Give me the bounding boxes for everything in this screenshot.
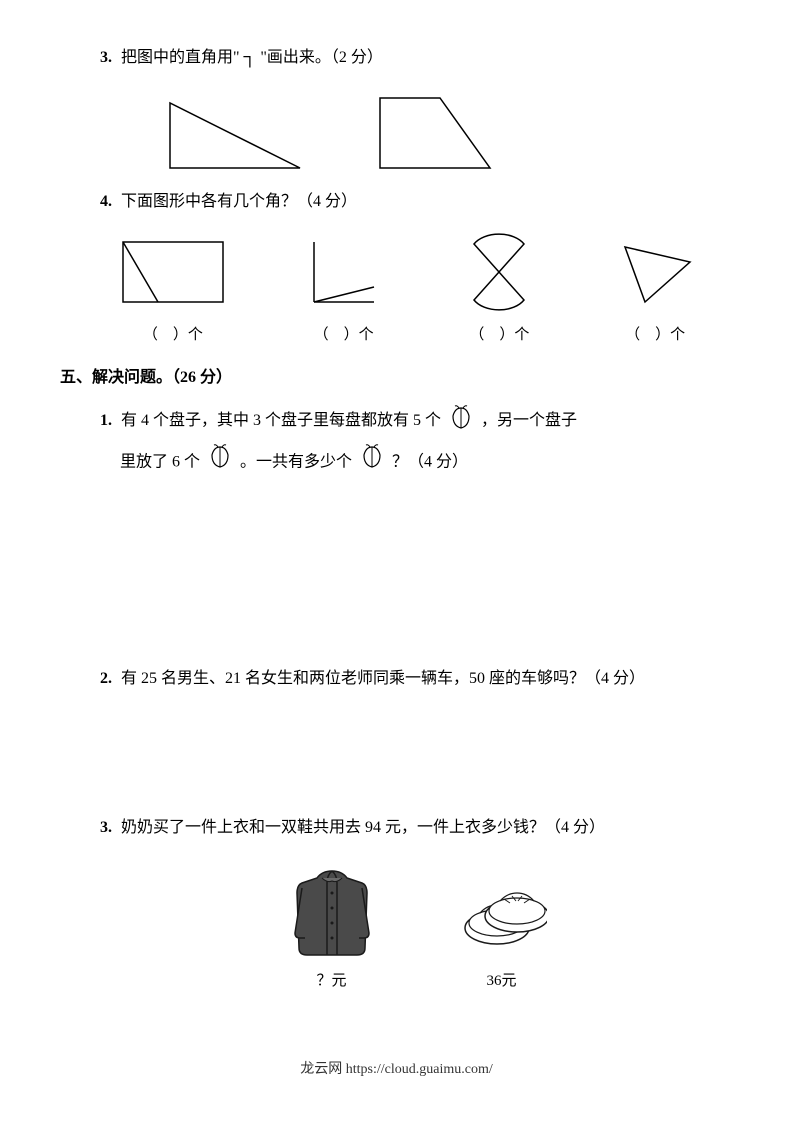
- s5q1-text5: ？（4 分）: [392, 454, 468, 471]
- q4-number: 4.: [100, 193, 112, 210]
- section5-header: 五、解决问题。（26 分）: [60, 364, 733, 393]
- s5q1-line2: 里放了 6 个 。一共有多少个 ？（4 分）: [100, 441, 733, 485]
- q3-number: 3.: [100, 49, 112, 66]
- question-4: 4. 下面图形中各有几个角？（4 分）: [60, 188, 733, 217]
- s5-question-2: 2. 有 25 名男生、21 名女生和两位老师同乘一辆车，50 座的车够吗？（4…: [60, 665, 733, 694]
- q4-shape2: [299, 232, 389, 312]
- q4-shape4-item: （ ）个: [610, 232, 700, 349]
- s5-question-3: 3. 奶奶买了一件上衣和一双鞋共用去 94 元，一件上衣多少钱？（4 分） ？元: [60, 814, 733, 995]
- shoes-item: 36元: [457, 863, 547, 995]
- q4-shape3: [454, 232, 544, 312]
- shoes-icon: [457, 863, 547, 963]
- s5q1-number: 1.: [100, 412, 112, 429]
- q4-shape1-item: （ ）个: [113, 232, 233, 349]
- q4-text: 下面图形中各有几个角？（4 分）: [121, 193, 357, 210]
- q3-triangle-shape: [160, 88, 310, 178]
- s5q2-number: 2.: [100, 670, 112, 687]
- q3-text-part2: "画出来。（2 分）: [260, 49, 383, 66]
- q3-shapes-row: [60, 88, 733, 178]
- question-3: 3. 把图中的直角用" ┐ "画出来。（2 分）: [60, 40, 733, 73]
- q4-shape4: [610, 232, 700, 312]
- s5-question-1: 1. 有 4 个盘子，其中 3 个盘子里每盘都放有 5 个 ，另一个盘子 里放了…: [60, 402, 733, 485]
- angle-symbol: ┐: [244, 46, 257, 66]
- peach-icon-3: [358, 441, 386, 485]
- q4-shape1: [113, 232, 233, 312]
- q4-shapes-row: （ ）个 （ ）个 （ ）个 （ ）个: [60, 232, 733, 349]
- peach-icon-1: [447, 402, 475, 441]
- s5q3-items-row: ？元 36元: [100, 863, 733, 995]
- s5q3-text: 奶奶买了一件上衣和一双鞋共用去 94 元，一件上衣多少钱？（4 分）: [121, 819, 605, 836]
- s5q2-text: 有 25 名男生、21 名女生和两位老师同乘一辆车，50 座的车够吗？（4 分）: [121, 670, 645, 687]
- q4-shape2-item: （ ）个: [299, 232, 389, 349]
- s5q1-text1: 有 4 个盘子，其中 3 个盘子里每盘都放有 5 个: [121, 412, 441, 429]
- s5q1-text4: 。一共有多少个: [240, 454, 352, 471]
- peach-icon-2: [206, 441, 234, 485]
- page-footer: 龙云网 https://cloud.guaimu.com/: [0, 1057, 793, 1082]
- q4-label4: （ ）个: [625, 322, 685, 349]
- q4-label3: （ ）个: [469, 322, 529, 349]
- coat-label: ？元: [316, 968, 346, 995]
- q4-shape3-item: （ ）个: [454, 232, 544, 349]
- s5q1-text2: ，另一个盘子: [481, 412, 577, 429]
- shoes-label: 36元: [486, 968, 516, 995]
- coat-icon: [287, 863, 377, 963]
- s5q1-text3: 里放了 6 个: [120, 454, 200, 471]
- q3-quad-shape: [370, 88, 510, 178]
- coat-item: ？元: [287, 863, 377, 995]
- q3-text-part1: 把图中的直角用": [121, 49, 240, 66]
- s5q1-line1: 1. 有 4 个盘子，其中 3 个盘子里每盘都放有 5 个 ，另一个盘子: [100, 402, 733, 441]
- q4-label1: （ ）个: [143, 322, 203, 349]
- s5q3-number: 3.: [100, 819, 112, 836]
- q4-label2: （ ）个: [314, 322, 374, 349]
